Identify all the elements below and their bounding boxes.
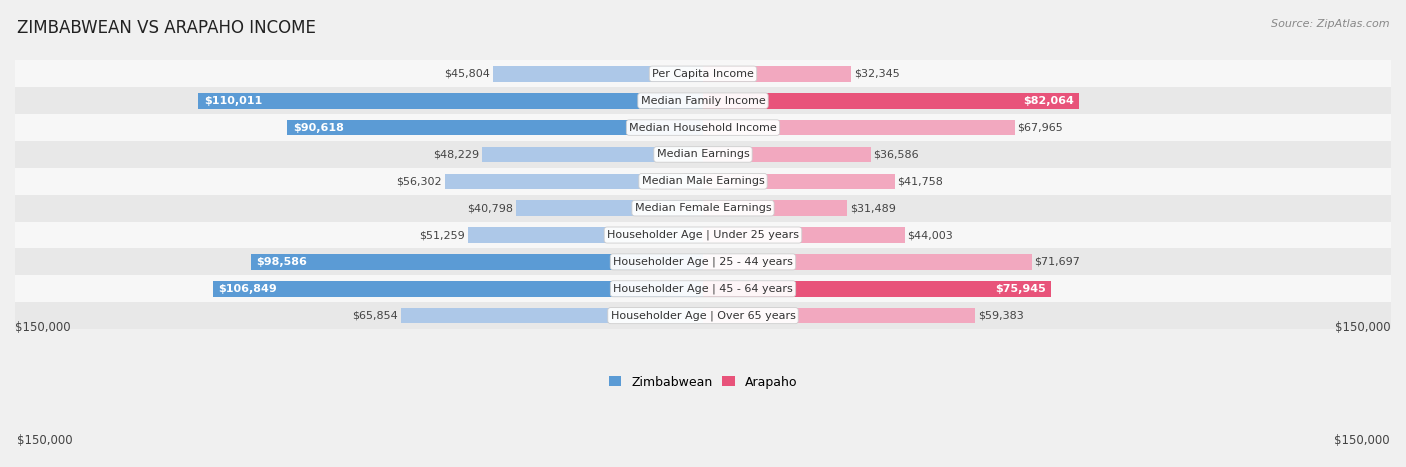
Text: $44,003: $44,003 [908,230,953,240]
Text: $106,849: $106,849 [218,284,277,294]
Text: $67,965: $67,965 [1018,122,1063,133]
Text: $98,586: $98,586 [256,257,307,267]
Text: $82,064: $82,064 [1024,96,1074,106]
Bar [703,66,852,82]
Text: Median Household Income: Median Household Income [628,122,778,133]
Text: $48,229: $48,229 [433,149,479,159]
Bar [703,281,1052,297]
Text: $36,586: $36,586 [873,149,920,159]
Text: Median Family Income: Median Family Income [641,96,765,106]
Bar [401,308,703,324]
Bar [703,174,894,189]
Text: Median Male Earnings: Median Male Earnings [641,177,765,186]
Bar [703,120,1015,135]
Bar [15,60,1391,87]
Bar [250,254,703,269]
Bar [494,66,703,82]
Text: $56,302: $56,302 [396,177,441,186]
Bar [15,87,1391,114]
Bar [212,281,703,297]
Text: $75,945: $75,945 [995,284,1046,294]
Bar [703,308,976,324]
Text: $59,383: $59,383 [979,311,1024,321]
Text: $51,259: $51,259 [419,230,465,240]
Bar [482,147,703,162]
Legend: Zimbabwean, Arapaho: Zimbabwean, Arapaho [603,370,803,394]
Text: $150,000: $150,000 [17,434,73,447]
Bar [198,93,703,108]
Text: Source: ZipAtlas.com: Source: ZipAtlas.com [1271,19,1389,28]
Text: $110,011: $110,011 [204,96,262,106]
Text: $90,618: $90,618 [292,122,343,133]
Bar [703,93,1080,108]
Bar [15,276,1391,302]
Bar [703,147,870,162]
Text: ZIMBABWEAN VS ARAPAHO INCOME: ZIMBABWEAN VS ARAPAHO INCOME [17,19,316,37]
Text: $31,489: $31,489 [851,203,896,213]
Text: Median Earnings: Median Earnings [657,149,749,159]
Bar [468,227,703,243]
Text: Per Capita Income: Per Capita Income [652,69,754,79]
Text: Median Female Earnings: Median Female Earnings [634,203,772,213]
Bar [703,227,905,243]
Text: $150,000: $150,000 [15,321,70,334]
Bar [516,200,703,216]
Bar [703,200,848,216]
Bar [15,141,1391,168]
Text: Householder Age | Over 65 years: Householder Age | Over 65 years [610,311,796,321]
Bar [15,195,1391,222]
Bar [15,248,1391,276]
Text: Householder Age | 45 - 64 years: Householder Age | 45 - 64 years [613,283,793,294]
Text: $41,758: $41,758 [897,177,943,186]
Text: $32,345: $32,345 [853,69,900,79]
Text: $150,000: $150,000 [1336,321,1391,334]
Bar [15,222,1391,248]
Bar [15,302,1391,329]
Bar [15,168,1391,195]
Text: Householder Age | Under 25 years: Householder Age | Under 25 years [607,230,799,241]
Text: $71,697: $71,697 [1035,257,1080,267]
Text: $45,804: $45,804 [444,69,491,79]
Text: $40,798: $40,798 [467,203,513,213]
Bar [287,120,703,135]
Bar [703,254,1032,269]
Text: $65,854: $65,854 [353,311,398,321]
Text: $150,000: $150,000 [1333,434,1389,447]
Bar [15,114,1391,141]
Text: Householder Age | 25 - 44 years: Householder Age | 25 - 44 years [613,257,793,267]
Bar [444,174,703,189]
